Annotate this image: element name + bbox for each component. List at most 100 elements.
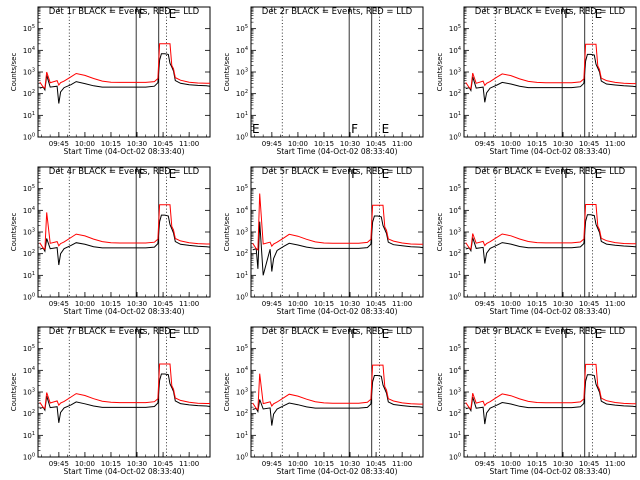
y-tick-label: 105 — [449, 24, 461, 33]
x-tick-label: 10:15 — [527, 460, 547, 468]
x-tick-label: 10:00 — [75, 300, 95, 308]
plot-frame — [250, 6, 424, 138]
x-tick-label: 09:45 — [49, 140, 69, 148]
x-tick-label: 09:45 — [262, 300, 282, 308]
y-tick-label: 104 — [449, 366, 461, 375]
x-tick-label: 11:00 — [179, 140, 199, 148]
panel-title: Det 5r BLACK = Events, RED = LLD — [262, 167, 413, 177]
plot-frame — [37, 166, 211, 298]
series-lld-line — [252, 193, 423, 251]
panel-4: Det 4r BLACK = Events, RED = LLD 100 101 10… — [10, 166, 211, 316]
x-tick-label: 09:45 — [49, 460, 69, 468]
y-tick-label: 105 — [236, 24, 248, 33]
x-tick-label: 10:30 — [127, 300, 147, 308]
y-tick-label: 102 — [236, 89, 248, 98]
marker-label-e: E — [169, 7, 177, 21]
x-tick-label: 10:00 — [501, 300, 521, 308]
series-lld-line — [252, 364, 423, 411]
y-tick-label: 104 — [236, 366, 248, 375]
x-tick-label: 10:30 — [127, 460, 147, 468]
series-events-line — [39, 214, 211, 266]
plot-frame — [463, 166, 637, 298]
series-lld-line — [465, 43, 636, 90]
y-tick-label: 100 — [449, 133, 461, 142]
y-tick-label: 101 — [236, 431, 248, 440]
x-axis-label: Start Time (04-Oct-02 08:33:40) — [276, 147, 397, 156]
y-tick-label: 103 — [449, 68, 461, 77]
panel-title: Det 6r BLACK = Events, RED = LLD — [475, 167, 626, 177]
y-tick-label: 100 — [23, 133, 35, 142]
y-tick-label: 100 — [449, 453, 461, 462]
y-tick-label: 100 — [236, 453, 248, 462]
y-tick-label: 103 — [23, 388, 35, 397]
x-tick-label: 10:15 — [101, 140, 121, 148]
x-axis-label: Start Time (04-Oct-02 08:33:40) — [63, 467, 184, 476]
y-tick-label: 101 — [449, 111, 461, 120]
y-axis-label: Counts/sec — [10, 373, 18, 412]
y-tick-label: 103 — [449, 228, 461, 237]
x-tick-label: 09:45 — [262, 460, 282, 468]
x-tick-label: 10:45 — [153, 460, 173, 468]
y-tick-label: 103 — [23, 68, 35, 77]
x-tick-label: 10:15 — [527, 140, 547, 148]
marker-label-e: E — [595, 7, 603, 21]
x-tick-label: 11:00 — [392, 460, 412, 468]
series-events-line — [465, 214, 637, 264]
x-tick-label: 10:15 — [314, 140, 334, 148]
panel-3: Det 3r BLACK = Events, RED = LLD 100 101 10… — [436, 6, 637, 156]
x-tick-label: 09:45 — [475, 300, 495, 308]
x-tick-label: 10:00 — [75, 140, 95, 148]
x-tick-label: 10:00 — [501, 460, 521, 468]
y-tick-label: 104 — [449, 206, 461, 215]
y-axis-label: Counts/sec — [436, 373, 444, 412]
x-axis-label: Start Time (04-Oct-02 08:33:40) — [63, 307, 184, 316]
x-tick-label: 10:15 — [527, 300, 547, 308]
x-tick-label: 10:00 — [288, 140, 308, 148]
x-tick-label: 10:45 — [366, 140, 386, 148]
y-axis-label: Counts/sec — [436, 53, 444, 92]
x-tick-label: 11:00 — [392, 300, 412, 308]
x-tick-label: 10:30 — [340, 300, 360, 308]
x-tick-label: 10:30 — [553, 460, 573, 468]
panel-5: Det 5r BLACK = Events, RED = LLD 100 101 10… — [223, 166, 424, 316]
x-tick-label: 10:00 — [75, 460, 95, 468]
marker-label-f: F — [351, 167, 358, 181]
panel-6: Det 6r BLACK = Events, RED = LLD 100 101 10… — [436, 166, 637, 316]
y-tick-label: 104 — [236, 206, 248, 215]
x-axis-label: Start Time (04-Oct-02 08:33:40) — [489, 467, 610, 476]
x-tick-label: 10:15 — [101, 300, 121, 308]
x-tick-label: 10:30 — [340, 140, 360, 148]
x-tick-label: 10:45 — [579, 300, 599, 308]
y-tick-label: 103 — [236, 68, 248, 77]
plot-frame — [463, 6, 637, 138]
series-events-line — [39, 373, 211, 423]
y-tick-label: 104 — [23, 366, 35, 375]
panel-title: Det 9r BLACK = Events, RED = LLD — [475, 327, 626, 337]
y-tick-label: 100 — [449, 293, 461, 302]
x-tick-label: 09:45 — [49, 300, 69, 308]
x-tick-label: 10:30 — [340, 460, 360, 468]
plot-frame — [250, 166, 424, 298]
y-axis-label: Counts/sec — [223, 373, 231, 412]
panel-title: Det 3r BLACK = Events, RED = LLD — [475, 7, 626, 17]
y-tick-label: 104 — [236, 46, 248, 55]
x-tick-label: 10:00 — [288, 300, 308, 308]
marker-label-e: E — [595, 167, 603, 181]
y-tick-label: 100 — [23, 293, 35, 302]
marker-label-e: E — [382, 327, 390, 341]
x-tick-label: 10:30 — [553, 300, 573, 308]
x-tick-label: 11:00 — [392, 140, 412, 148]
series-events-line — [465, 374, 637, 425]
y-tick-label: 103 — [236, 228, 248, 237]
x-tick-label: 11:00 — [179, 300, 199, 308]
marker-label-f: F — [138, 167, 145, 181]
y-tick-label: 101 — [23, 271, 35, 280]
y-tick-label: 101 — [449, 271, 461, 280]
y-tick-label: 102 — [23, 409, 35, 418]
y-tick-label: 100 — [23, 453, 35, 462]
y-axis-label: Counts/sec — [10, 53, 18, 92]
y-tick-label: 105 — [236, 184, 248, 193]
y-tick-label: 105 — [23, 24, 35, 33]
panel-9: Det 9r BLACK = Events, RED = LLD 100 101 10… — [436, 326, 637, 476]
x-tick-label: 09:45 — [475, 140, 495, 148]
